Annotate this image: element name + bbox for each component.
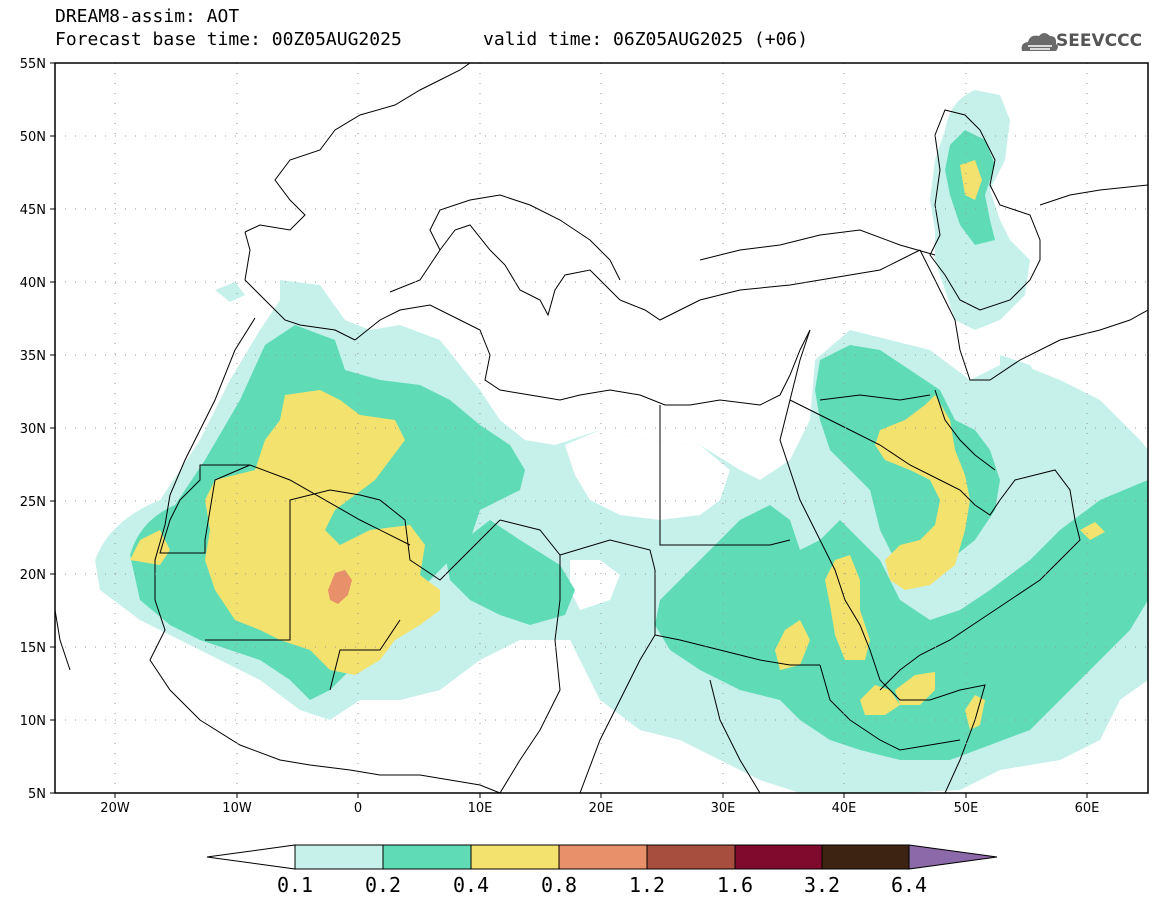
colorbar-segment [470, 844, 560, 870]
cloud-icon [1021, 33, 1058, 51]
lat-label: 15N [20, 641, 46, 656]
lat-label: 40N [20, 276, 46, 291]
colorbar-segment [382, 844, 472, 870]
forecast-base-time: Forecast base time: 00Z05AUG2025 [55, 29, 402, 50]
colorbar-segment [821, 844, 910, 870]
map-title: DREAM8-assim: AOT [55, 6, 240, 27]
colorbar-segment [734, 844, 823, 870]
lon-label: 10E [468, 801, 493, 816]
logo-text: SEEVCCC [1056, 31, 1143, 51]
lat-label: 30N [20, 422, 46, 437]
lon-label: 40E [832, 801, 857, 816]
lat-label: 55N [20, 57, 46, 72]
lon-label: 50E [954, 801, 979, 816]
colorbar-segment [558, 844, 648, 870]
lon-label: 20W [100, 801, 130, 816]
lon-labels: 20W 10W 0 10E 20E 30E 40E 50E 60E [100, 801, 1099, 816]
colorbar-low-arrow [206, 844, 296, 870]
lat-label: 20N [20, 568, 46, 583]
coastlines-borders [55, 63, 1148, 793]
valid-time: valid time: 06Z05AUG2025 (+06) [483, 29, 809, 50]
lon-label: 30E [711, 801, 736, 816]
aot-contour-0.8 [328, 570, 352, 604]
lon-label: 10W [222, 801, 252, 816]
aot-contour-0.4 [130, 160, 1105, 730]
lat-label: 50N [20, 130, 46, 145]
colorbar-label: 6.4 [891, 873, 927, 897]
colorbar-label: 1.2 [629, 873, 665, 897]
lat-label: 5N [28, 787, 46, 802]
aot-low-gaps [565, 430, 730, 610]
colorbar-label: 0.4 [453, 873, 489, 897]
lon-label: 60E [1075, 801, 1100, 816]
graticule [55, 63, 1148, 793]
lat-label: 35N [20, 349, 46, 364]
lat-labels: 55N 50N 45N 40N 35N 30N 25N 20N 15N 10N … [20, 57, 46, 802]
colorbar-label: 0.2 [365, 873, 401, 897]
lon-label: 20E [589, 801, 614, 816]
lat-label: 10N [20, 714, 46, 729]
lat-label: 45N [20, 203, 46, 218]
colorbar-label: 3.2 [804, 873, 840, 897]
axis-ticks [50, 62, 1088, 798]
colorbar-label: 0.8 [541, 873, 577, 897]
colorbar: 0.1 0.2 0.4 0.8 1.2 1.6 3.2 6.4 [206, 844, 998, 897]
colorbar-label: 0.1 [277, 873, 313, 897]
lon-label: 0 [354, 801, 362, 816]
lat-label: 25N [20, 495, 46, 510]
colorbar-segment [646, 844, 736, 870]
colorbar-high-arrow [908, 844, 998, 870]
colorbar-label: 1.6 [717, 873, 753, 897]
colorbar-segment [294, 844, 384, 870]
